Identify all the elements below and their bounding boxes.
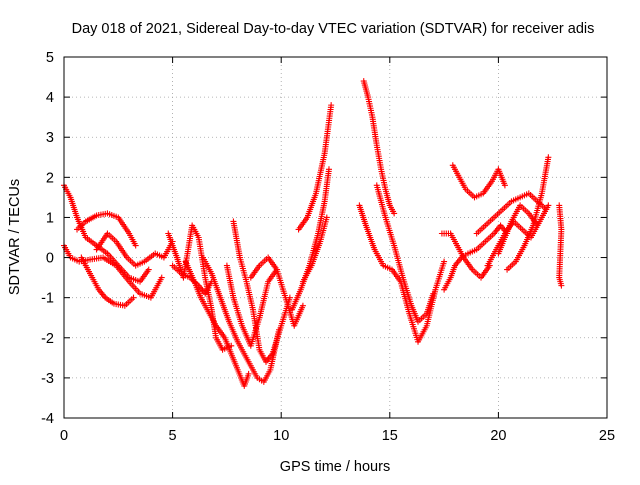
y-tick-label: -4	[41, 411, 54, 427]
y-tick-label: 0	[46, 251, 54, 267]
data-point	[534, 222, 541, 229]
data-point	[325, 166, 332, 173]
chart-title: Day 018 of 2021, Sidereal Day-to-day VTE…	[72, 21, 595, 37]
y-tick-label: -1	[41, 291, 54, 307]
series-s22	[473, 190, 550, 237]
y-tick-label: 2	[46, 170, 54, 186]
series-s25	[495, 202, 541, 257]
data-point	[323, 214, 330, 221]
data-point	[328, 102, 335, 109]
data-point	[501, 182, 508, 189]
data-point	[430, 290, 437, 297]
series-s19	[438, 230, 493, 281]
series-s5	[93, 230, 176, 269]
series-s17	[356, 202, 448, 345]
y-axis-label: SDTVAR / TECUs	[7, 179, 23, 295]
y-tick-label: 5	[46, 50, 54, 66]
series-s16	[360, 78, 398, 217]
data-point	[299, 302, 306, 309]
x-tick-label: 20	[490, 428, 506, 444]
axes: 0 5 10 15 20 25 -4 -3 -2 -1 0 1 2 3 4 5	[41, 50, 615, 444]
series-s15	[299, 214, 330, 285]
series-s8	[182, 258, 252, 389]
series-s21	[449, 162, 508, 201]
series-s3	[74, 210, 139, 249]
y-tick-label: -3	[41, 371, 54, 387]
data-point	[245, 370, 252, 377]
x-tick-label: 25	[599, 428, 615, 444]
series-s4	[78, 254, 137, 309]
x-axis-label: GPS time / hours	[280, 459, 390, 475]
data-point	[441, 258, 448, 265]
y-tick-label: 1	[46, 210, 54, 226]
data-point	[158, 274, 165, 281]
data-point	[130, 294, 137, 301]
series-s24	[504, 154, 552, 273]
series-s12	[247, 254, 306, 329]
data-point	[145, 266, 152, 273]
plot-frame	[63, 56, 608, 419]
series-s13	[295, 102, 335, 233]
y-tick-label: -2	[41, 331, 54, 347]
series-s14	[289, 166, 332, 313]
series-s20	[441, 222, 511, 293]
x-tick-label: 15	[382, 428, 398, 444]
y-tick-label: 4	[46, 90, 54, 106]
series-s18	[373, 182, 437, 325]
data-point	[545, 154, 552, 161]
y-tick-label: 3	[46, 130, 54, 146]
data-point	[391, 210, 398, 217]
data-point	[558, 282, 565, 289]
x-tick-label: 0	[60, 428, 68, 444]
data-point	[545, 202, 552, 209]
x-tick-label: 5	[169, 428, 177, 444]
data-points	[61, 78, 565, 389]
series-s26	[556, 202, 565, 289]
data-point	[132, 242, 139, 249]
x-tick-label: 10	[273, 428, 289, 444]
